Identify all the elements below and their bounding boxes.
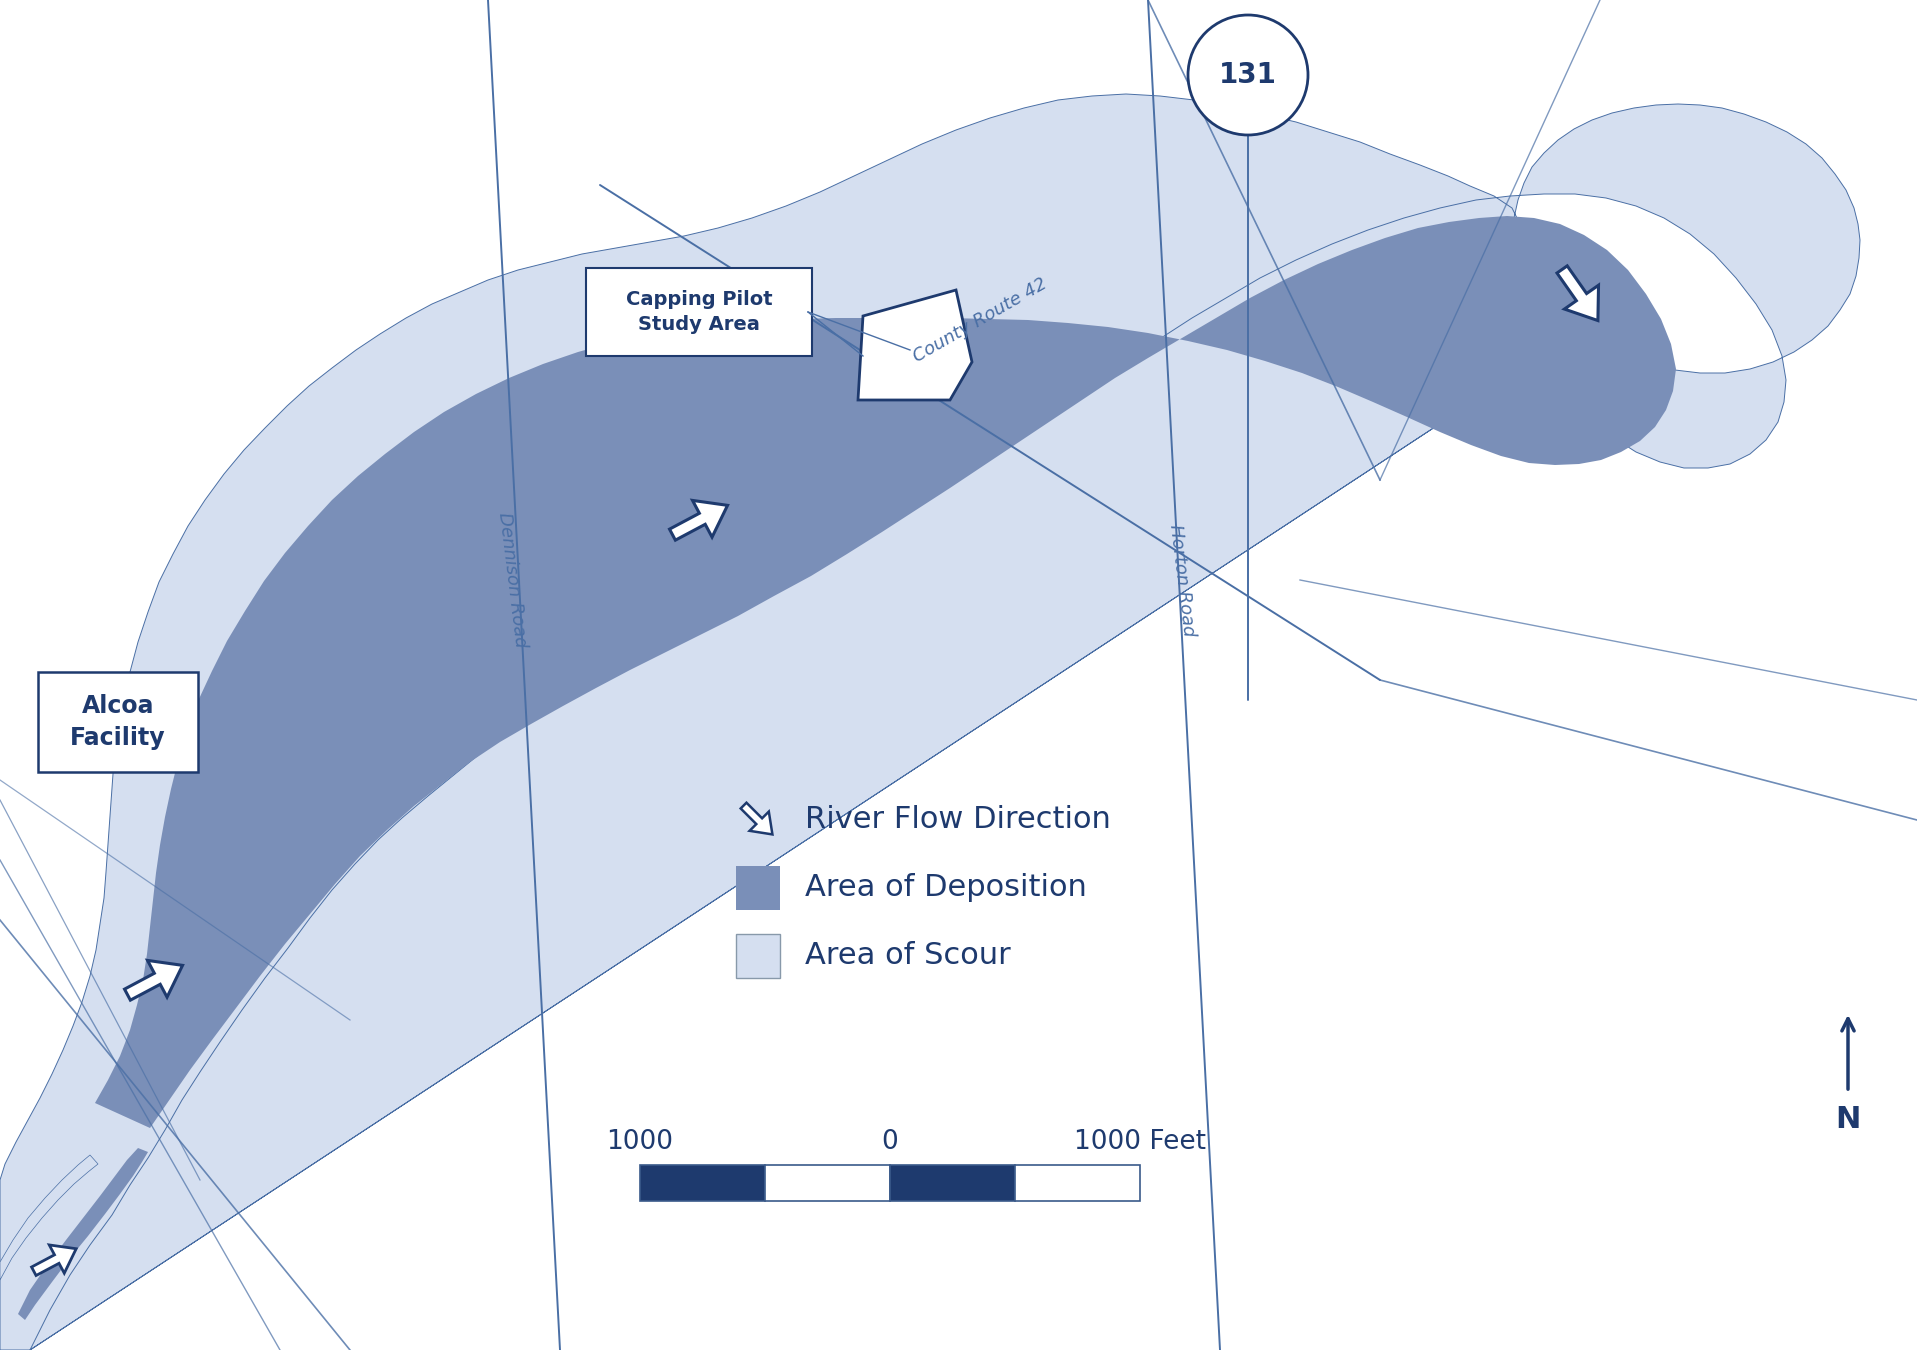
Text: 0: 0 <box>882 1129 899 1156</box>
Bar <box>640 1165 765 1202</box>
Polygon shape <box>125 960 182 1000</box>
Text: Capping Pilot
Study Area: Capping Pilot Study Area <box>625 290 773 333</box>
Text: N: N <box>1835 1106 1861 1134</box>
Text: Area of Scour: Area of Scour <box>805 941 1010 971</box>
Text: Alcoa
Facility: Alcoa Facility <box>71 694 165 749</box>
Circle shape <box>1189 15 1307 135</box>
Polygon shape <box>669 501 728 540</box>
Polygon shape <box>859 290 972 400</box>
Polygon shape <box>1557 266 1599 320</box>
Bar <box>736 865 780 910</box>
Text: County Route 42: County Route 42 <box>911 274 1051 366</box>
Bar <box>736 934 780 977</box>
Text: River Flow Direction: River Flow Direction <box>805 806 1110 834</box>
Text: 1000: 1000 <box>606 1129 673 1156</box>
Polygon shape <box>740 803 773 834</box>
Bar <box>765 1165 889 1202</box>
Bar <box>889 1165 1014 1202</box>
Text: 1000 Feet: 1000 Feet <box>1074 1129 1206 1156</box>
Text: 131: 131 <box>1219 61 1277 89</box>
Bar <box>1014 1165 1141 1202</box>
Polygon shape <box>0 95 1859 1350</box>
Bar <box>38 672 197 772</box>
Text: Area of Deposition: Area of Deposition <box>805 873 1087 903</box>
Text: Horton Road: Horton Road <box>1166 522 1198 637</box>
Polygon shape <box>31 1245 77 1276</box>
Text: Dennison Road: Dennison Road <box>495 512 529 648</box>
Polygon shape <box>17 1148 148 1320</box>
FancyBboxPatch shape <box>587 269 813 356</box>
Polygon shape <box>96 216 1675 1129</box>
Polygon shape <box>0 1156 98 1280</box>
